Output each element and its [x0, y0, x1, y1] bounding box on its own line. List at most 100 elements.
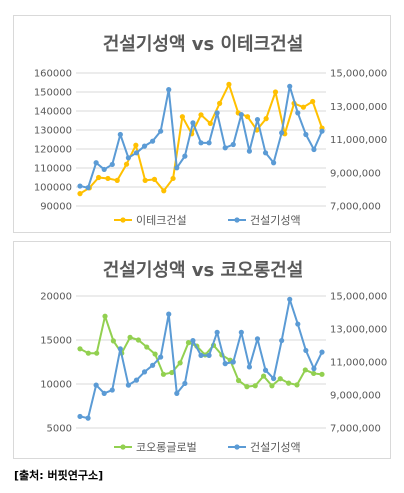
data-point [109, 161, 115, 168]
data-point [244, 114, 251, 120]
data-point [190, 337, 196, 344]
left-axis-tick-label: 120000 [34, 145, 72, 156]
data-point [105, 175, 111, 182]
data-point [246, 364, 252, 370]
data-point [206, 352, 212, 358]
data-point [158, 354, 164, 360]
data-point [319, 349, 325, 355]
data-point [125, 155, 131, 161]
data-point [85, 415, 91, 421]
data-point [222, 361, 228, 367]
data-point [85, 185, 91, 191]
data-point [133, 142, 139, 148]
chart-title: 건설기성액 vs 이테크건설 [103, 34, 304, 55]
data-point [141, 143, 148, 149]
data-point [109, 387, 115, 393]
data-point [206, 140, 212, 146]
data-point [101, 390, 107, 396]
data-point [207, 120, 213, 126]
data-point [174, 390, 180, 396]
right-axis-tick-label: 7,000,000 [330, 424, 381, 435]
data-point [263, 116, 269, 122]
data-point [198, 352, 204, 358]
data-point [150, 138, 156, 144]
right-axis-tick-label: 15,000,000 [330, 292, 387, 303]
data-point [93, 160, 99, 166]
right-axis-tick-label: 11,000,000 [330, 358, 387, 369]
data-point [127, 334, 133, 340]
data-point [252, 383, 258, 389]
series-line [79, 83, 323, 195]
left-axis-tick-label: 10000 [40, 380, 72, 391]
right-axis-tick-label: 13,000,000 [330, 325, 387, 336]
data-point [182, 153, 188, 159]
legend-swatch-marker [120, 217, 126, 223]
data-point [238, 111, 244, 118]
data-point [262, 150, 269, 156]
left-axis-tick-label: 90000 [40, 202, 72, 213]
data-point [246, 148, 252, 154]
data-point [117, 346, 123, 352]
right-axis-tick-label: 9,000,000 [330, 168, 381, 179]
data-point [269, 383, 275, 389]
left-axis-tick-label: 110000 [34, 164, 72, 175]
data-point [85, 350, 91, 356]
left-axis-tick-label: 15000 [40, 336, 72, 347]
data-point [198, 112, 204, 118]
data-point [311, 370, 317, 377]
data-point [93, 382, 99, 388]
right-axis-tick-label: 9,000,000 [330, 391, 381, 402]
data-point [185, 340, 192, 346]
data-point [295, 110, 301, 116]
data-point [310, 98, 316, 105]
chart-title: 건설기성액 vs 코오롱건설 [103, 260, 304, 281]
legend-label: 이테크건설 [136, 214, 187, 227]
data-point [319, 128, 325, 134]
data-point [300, 104, 306, 110]
data-point [238, 329, 244, 335]
data-point [77, 183, 83, 189]
data-point [272, 89, 279, 95]
left-axis-tick-label: 140000 [34, 107, 72, 118]
data-point [260, 373, 267, 379]
data-point [179, 114, 185, 120]
legend-swatch-marker [234, 217, 240, 223]
data-point [110, 338, 116, 344]
data-point [311, 366, 317, 372]
source-note: [출처: 버핏연구소] [14, 469, 104, 482]
data-point [77, 413, 83, 420]
data-point [230, 359, 236, 365]
data-point [170, 175, 176, 182]
data-point [77, 191, 83, 197]
data-point [102, 313, 108, 319]
data-point [174, 165, 180, 171]
data-point [101, 166, 107, 173]
legend-swatch-marker [120, 444, 126, 450]
data-point [94, 350, 100, 356]
data-point [198, 140, 204, 146]
right-axis-tick-label: 11,000,000 [330, 135, 387, 146]
data-point [161, 188, 167, 194]
series-line [79, 298, 323, 420]
data-point [135, 337, 142, 343]
left-axis-tick-label: 20000 [40, 292, 72, 303]
data-point [287, 296, 293, 302]
chart-etec-svg: 건설기성액 vs 이테크건설 90000 100000 110000 120000 130… [34, 34, 387, 227]
data-point [166, 311, 172, 317]
left-axis-tick-label: 160000 [34, 69, 72, 80]
left-axis-tick-label: 5000 [47, 424, 72, 435]
data-point [133, 377, 140, 383]
legend-label: 건설기성액 [250, 214, 301, 227]
data-point [303, 131, 309, 138]
chart-kolon-svg: 건설기성액 vs 코오롱건설 5000 10000 15000 20000 7,000,0… [40, 260, 387, 454]
data-point [254, 336, 261, 342]
data-point [96, 174, 102, 181]
data-point [125, 382, 131, 388]
data-point [158, 128, 164, 134]
right-axis-tick-label: 15,000,000 [330, 69, 387, 80]
data-point [144, 344, 150, 350]
data-point [117, 131, 123, 138]
data-point [166, 87, 172, 93]
right-axis-tick-label: 13,000,000 [330, 102, 387, 113]
data-point [244, 384, 250, 390]
